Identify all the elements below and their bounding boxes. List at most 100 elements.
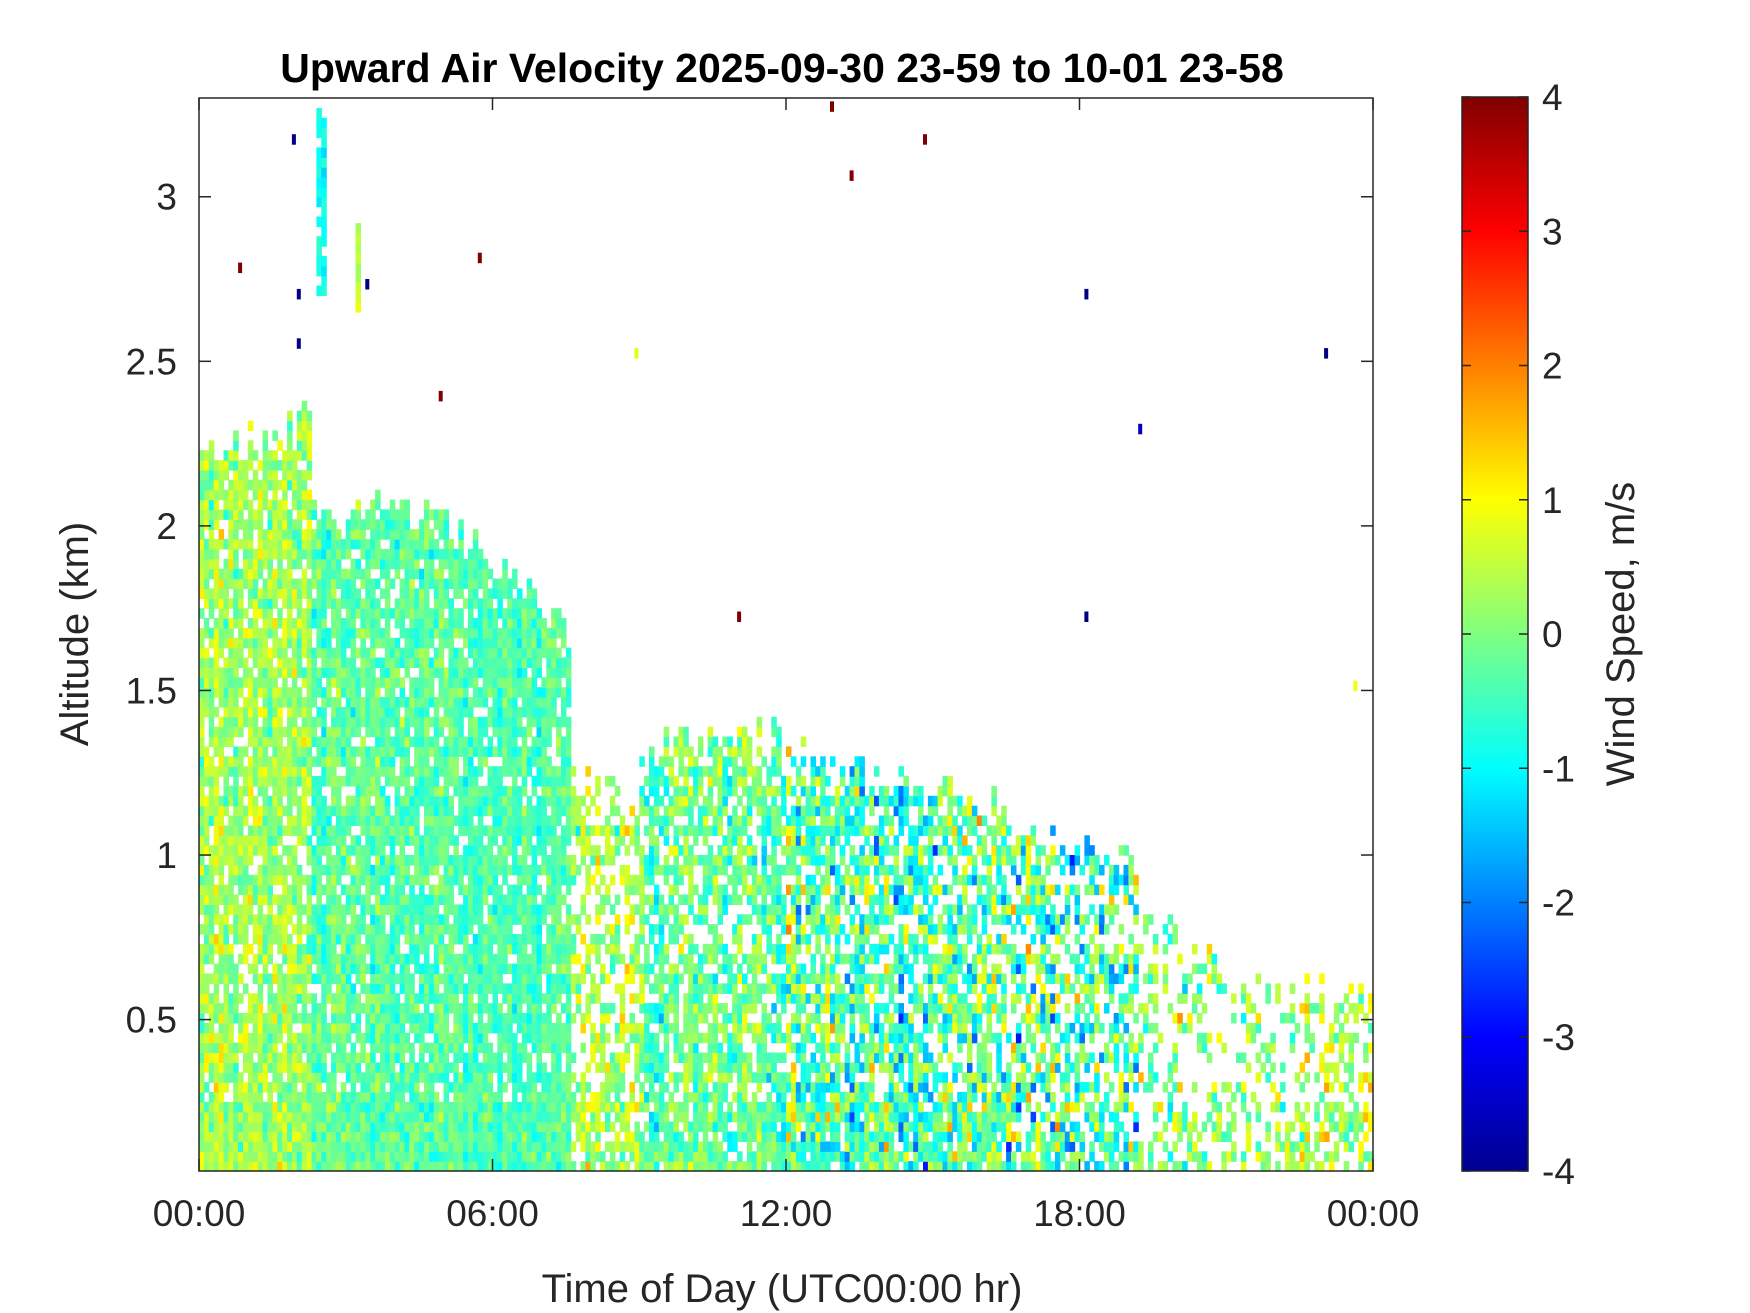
heatmap-cell — [223, 1121, 229, 1133]
heatmap-cell — [365, 1121, 371, 1133]
heatmap-cell — [458, 1013, 464, 1024]
heatmap-cell — [247, 1082, 254, 1093]
heatmap-cell — [306, 1052, 313, 1063]
heatmap-cell — [306, 1062, 313, 1073]
heatmap-cell — [565, 1082, 572, 1093]
heatmap-cell — [409, 558, 415, 570]
heatmap-cell — [331, 1013, 337, 1024]
heatmap-cell — [331, 598, 337, 609]
heatmap-cell — [365, 776, 371, 787]
heatmap-cell — [350, 1092, 357, 1103]
heatmap-cell — [296, 884, 303, 896]
heatmap-cell — [199, 756, 205, 767]
heatmap-cell — [257, 1042, 264, 1054]
heatmap-cell — [282, 1042, 288, 1054]
heatmap-cell — [639, 904, 645, 915]
heatmap-cell — [340, 1082, 347, 1093]
heatmap-cell — [380, 1101, 386, 1113]
heatmap-cell — [512, 657, 518, 668]
heatmap-cell — [428, 1013, 435, 1024]
heatmap-cell — [384, 1161, 391, 1172]
heatmap-cell — [272, 1022, 278, 1034]
heatmap-cell — [502, 953, 508, 965]
heatmap-cell — [526, 687, 533, 698]
heatmap-cell — [541, 904, 547, 915]
heatmap-cell — [389, 736, 396, 747]
heatmap-cell — [267, 450, 273, 461]
heatmap-cell — [541, 894, 547, 905]
heatmap-cell — [306, 469, 313, 481]
heatmap-cell — [482, 657, 489, 668]
heatmap-cell — [316, 598, 322, 609]
heatmap-cell — [306, 598, 313, 609]
heatmap-cell — [296, 963, 303, 975]
heatmap-cell — [556, 1052, 562, 1063]
heatmap-cell — [326, 825, 332, 836]
heatmap-cell — [247, 588, 254, 599]
heatmap-cell — [223, 657, 229, 668]
heatmap-cell — [243, 1013, 249, 1024]
heatmap-cell — [291, 1052, 298, 1063]
heatmap-cell — [453, 1062, 459, 1073]
heatmap-cell — [438, 726, 445, 738]
heatmap-cell — [384, 627, 391, 639]
heatmap-cell — [394, 884, 401, 896]
heatmap-cell — [561, 1101, 567, 1113]
heatmap-cell — [355, 855, 361, 866]
heatmap-cell — [247, 943, 254, 955]
heatmap-cell — [394, 539, 401, 550]
heatmap-cell — [291, 460, 298, 471]
heatmap-cell — [311, 1022, 317, 1034]
heatmap-cell — [443, 805, 450, 817]
heatmap-cell — [306, 1121, 313, 1133]
heatmap-cell — [639, 1101, 645, 1113]
heatmap-cell — [482, 963, 489, 975]
heatmap-cell — [409, 785, 415, 797]
heatmap-cell — [448, 667, 454, 678]
heatmap-cell — [394, 568, 401, 580]
heatmap-cell — [228, 1072, 234, 1083]
heatmap-cell — [438, 1131, 445, 1142]
heatmap-cell — [512, 776, 518, 787]
heatmap-cell — [365, 785, 371, 797]
heatmap-cell — [649, 845, 655, 856]
heatmap-cell — [561, 963, 567, 975]
heatmap-cell — [223, 509, 229, 520]
heatmap-cell — [463, 785, 469, 797]
heatmap-cell — [507, 637, 513, 649]
heatmap-cell — [649, 805, 655, 817]
heatmap-cell — [507, 914, 513, 925]
heatmap-cell — [507, 835, 513, 846]
heatmap-cell — [277, 647, 283, 659]
heatmap-cell — [326, 864, 332, 876]
heatmap-cell — [243, 519, 249, 530]
heatmap-cell — [551, 934, 557, 945]
heatmap-cell — [517, 677, 523, 688]
heatmap-cell — [311, 657, 317, 668]
heatmap-cell — [208, 460, 215, 471]
heatmap-cell — [404, 1121, 410, 1133]
heatmap-cell — [262, 430, 269, 441]
heatmap-cell — [409, 548, 415, 560]
heatmap-cell — [267, 973, 273, 984]
heatmap-cell — [649, 1052, 655, 1063]
heatmap-cell — [609, 874, 616, 886]
heatmap-cell — [531, 776, 538, 787]
heatmap-cell — [419, 657, 425, 668]
heatmap-cell — [345, 855, 352, 866]
heatmap-cell — [468, 618, 474, 629]
heatmap-cell — [380, 548, 386, 560]
heatmap-cell — [565, 1151, 572, 1162]
heatmap-cell — [340, 588, 347, 599]
heatmap-cell — [277, 993, 283, 1004]
heatmap-cell — [228, 924, 234, 935]
heatmap-cell — [512, 1013, 518, 1024]
heatmap-cell — [257, 479, 264, 491]
heatmap-cell — [340, 904, 347, 915]
heatmap-cell — [492, 667, 498, 678]
heatmap-cell — [350, 835, 357, 846]
heatmap-cell — [570, 943, 577, 955]
heatmap-cell — [213, 973, 220, 984]
heatmap-cell — [336, 795, 342, 807]
heatmap-cell — [306, 1161, 313, 1172]
